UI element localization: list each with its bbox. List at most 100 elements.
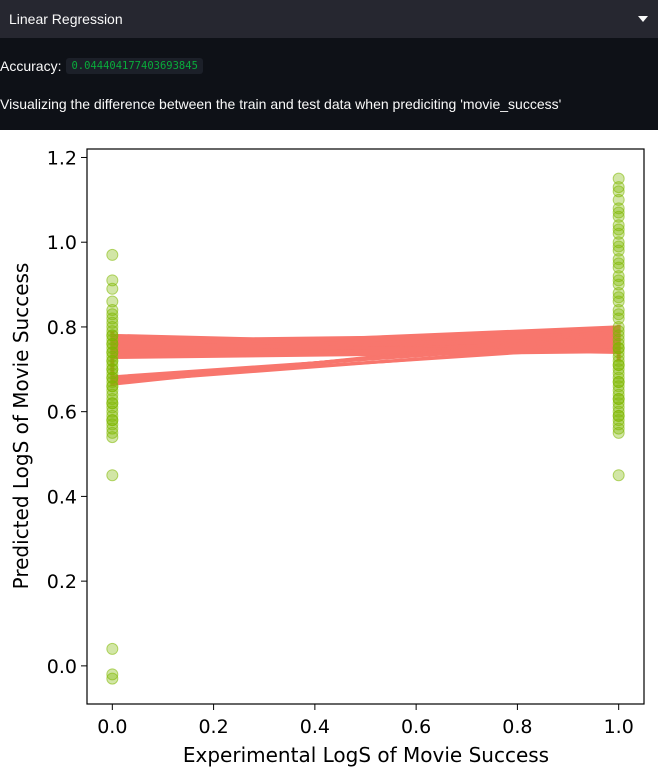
scatter-point — [106, 668, 119, 681]
scatter-point — [612, 312, 625, 325]
scatter-point — [106, 282, 119, 295]
x-tick-label: 0.8 — [502, 716, 532, 738]
scatter-point — [612, 422, 625, 435]
regression-line — [110, 334, 621, 345]
scatter-point — [612, 359, 625, 372]
scatter-point — [612, 342, 625, 355]
scatter-point — [612, 426, 625, 439]
scatter-point — [106, 333, 119, 346]
scatter-point — [106, 308, 119, 321]
scatter-point — [106, 350, 119, 363]
scatter-point — [612, 350, 625, 363]
expander-title: Linear Regression — [9, 11, 123, 27]
scatter-point — [612, 414, 625, 427]
scatter-point — [612, 219, 625, 232]
scatter-point — [612, 371, 625, 384]
scatter-point — [612, 337, 625, 350]
scatter-point — [612, 210, 625, 223]
scatter-point — [612, 384, 625, 397]
scatter-point — [612, 291, 625, 304]
scatter-point — [106, 392, 119, 405]
x-tick-label: 0.0 — [97, 716, 127, 738]
y-tick-label: 0.2 — [47, 571, 77, 593]
scatter-point — [106, 426, 119, 439]
scatter-point — [612, 253, 625, 266]
scatter-point — [612, 380, 625, 393]
scatter-point — [106, 672, 119, 685]
scatter-point — [612, 320, 625, 333]
expander-header[interactable]: Linear Regression — [0, 0, 658, 38]
scatter-point — [106, 397, 119, 410]
scatter-point — [106, 384, 119, 397]
scatter-point — [612, 469, 625, 482]
scatter-point — [612, 392, 625, 405]
scatter-point — [612, 236, 625, 249]
y-tick-label: 1.2 — [47, 147, 77, 169]
scatter-point — [612, 181, 625, 194]
x-tick-label: 0.6 — [401, 716, 431, 738]
x-tick-label: 1.0 — [604, 716, 634, 738]
scatter-point — [612, 367, 625, 380]
plot-frame — [86, 148, 645, 705]
scatter-point — [612, 227, 625, 240]
scatter-point — [106, 274, 119, 287]
scatter-point — [612, 376, 625, 389]
scatter-point — [612, 287, 625, 300]
scatter-point — [612, 223, 625, 236]
regression-line — [110, 344, 621, 382]
scatter-point — [612, 333, 625, 346]
scatter-point — [106, 642, 119, 655]
scatter-point — [106, 337, 119, 350]
scatter-point — [106, 320, 119, 333]
scatter-point — [612, 274, 625, 287]
x-tick-label: 0.4 — [300, 716, 330, 738]
y-tick-label: 0.6 — [47, 402, 77, 424]
scatter-point — [106, 418, 119, 431]
scatter-point — [106, 354, 119, 367]
scatter-point — [612, 354, 625, 367]
scatter-point — [106, 325, 119, 338]
scatter-point — [106, 401, 119, 414]
x-axis-label: Experimental LogS of Movie Success — [183, 743, 549, 767]
scatter-point — [612, 397, 625, 410]
x-axis: 0.0 0.2 0.4 0.6 0.8 1.0 — [97, 704, 634, 738]
scatter-point — [106, 303, 119, 316]
x-tick-label: 0.2 — [198, 716, 228, 738]
y-tick-label: 0.4 — [47, 486, 77, 508]
scatter-point — [612, 308, 625, 321]
scatter-point — [106, 316, 119, 329]
y-axis: 0.0 0.2 0.4 0.6 0.8 1.0 1.2 — [47, 147, 87, 678]
chevron-down-icon[interactable] — [638, 16, 648, 22]
scatter-point — [612, 401, 625, 414]
scatter-point — [612, 303, 625, 316]
scatter-point — [106, 422, 119, 435]
regression-line — [110, 340, 621, 379]
accuracy-value: 0.044404177403693845 — [66, 58, 203, 74]
regression-line — [110, 332, 621, 343]
scatter-point — [612, 388, 625, 401]
scatter-point — [106, 363, 119, 376]
scatter-point — [106, 295, 119, 308]
scatter-point — [612, 193, 625, 206]
scatter-point — [612, 325, 625, 338]
scatter-point — [612, 346, 625, 359]
accuracy-row: Accuracy: 0.044404177403693845 — [0, 56, 203, 76]
scatter-point — [612, 261, 625, 274]
regression-lines — [110, 324, 621, 387]
accuracy-label: Accuracy: — [0, 58, 62, 74]
scatter-point — [106, 329, 119, 342]
scatter-point — [612, 206, 625, 219]
y-axis-label: Predicted LogS of Movie Success — [9, 263, 33, 590]
scatter-point — [612, 244, 625, 257]
scatter-point — [106, 380, 119, 393]
y-tick-label: 0.8 — [47, 317, 77, 339]
scatter-point — [106, 376, 119, 389]
scatter-point — [106, 248, 119, 261]
scatter-point — [612, 270, 625, 283]
scatter-point — [612, 172, 625, 185]
scatter-point — [106, 414, 119, 427]
regression-plot: 0.0 0.2 0.4 0.6 0.8 1.0 1.2 0.0 0.2 0.4 0.6 0.8 1.0… — [0, 130, 658, 781]
scatter-point — [612, 240, 625, 253]
scatter-point — [612, 185, 625, 198]
scatter-point — [106, 388, 119, 401]
